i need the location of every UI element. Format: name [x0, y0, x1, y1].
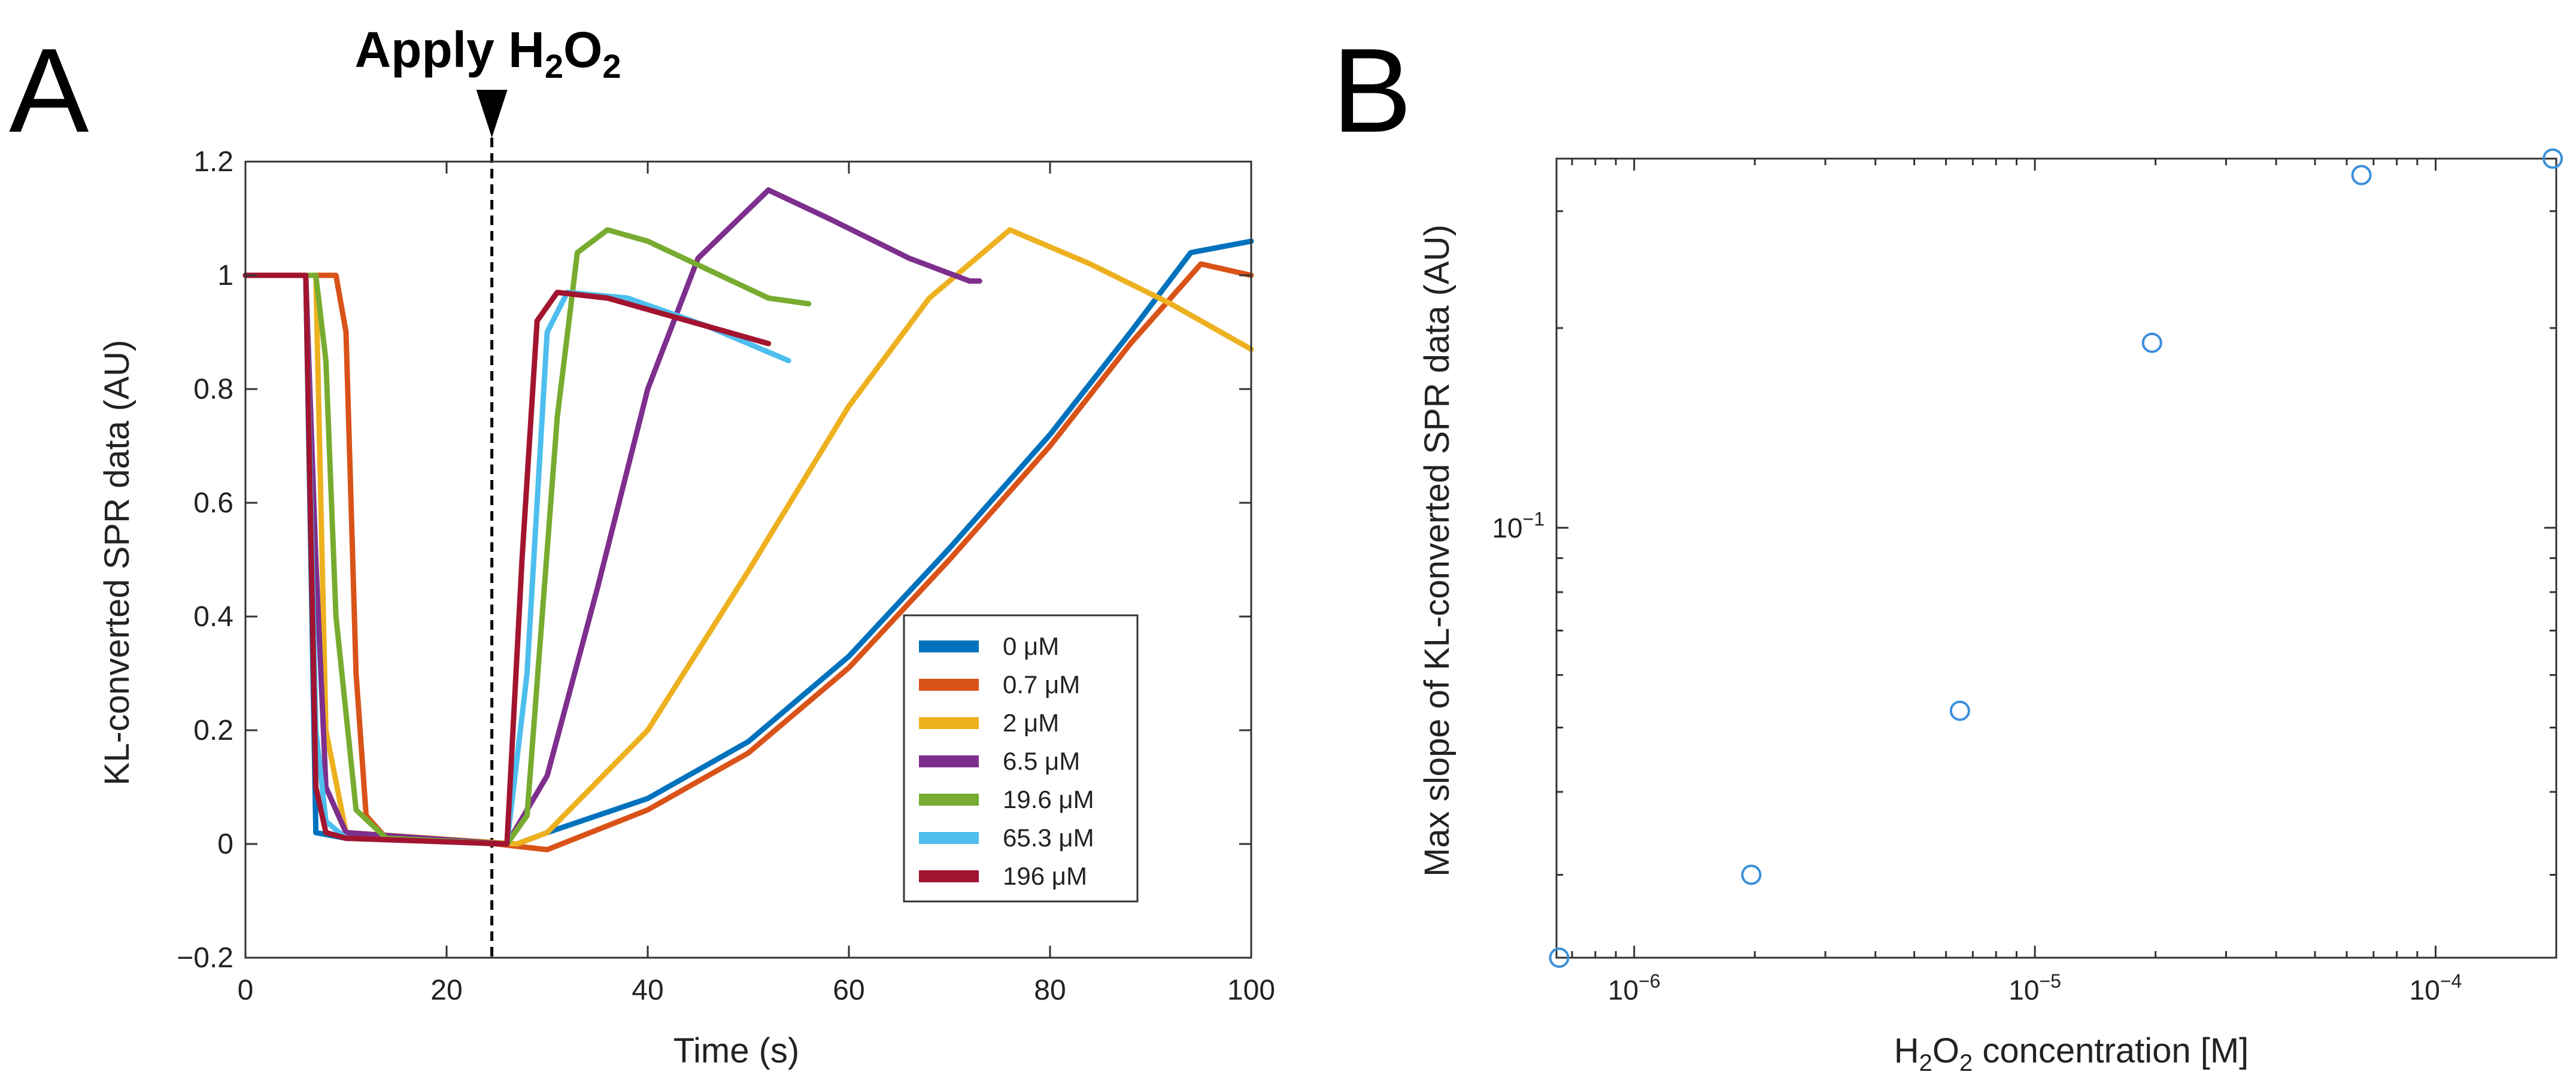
annotation-formula-base2: O	[563, 22, 602, 78]
y-tick-label: 0.6	[193, 487, 233, 519]
chart-a-y-axis-label: KL-converted SPR data (AU)	[98, 340, 136, 786]
legend-label: 2 μM	[1003, 709, 1059, 737]
y-tick-label-base: 10	[1492, 512, 1522, 543]
chart-b: 10−6 10−5 10−410−1 H2O2 concentration [M] …	[1418, 148, 2563, 1076]
annotation-arrow	[476, 90, 508, 138]
scatter-point	[2141, 332, 2162, 353]
chart-a-plot-frame	[244, 160, 1252, 959]
chart-a: 0 20 40 60 80 100 −0.200.20.40.60.811.2 Time …	[98, 146, 1275, 1070]
apply-annotation: Apply H2O2	[354, 22, 621, 958]
x-tick-label-exp: −5	[2039, 970, 2061, 992]
chart-a-x-axis-label: Time (s)	[673, 1031, 799, 1070]
series-line-6	[242, 272, 772, 847]
x-tick-label: 10−5	[2008, 970, 2061, 1006]
series-line-1	[242, 261, 1254, 852]
y-tick-label: 0.8	[193, 374, 233, 405]
scatter-point	[1741, 864, 1762, 885]
x-tick-label: 60	[833, 974, 864, 1006]
legend-label: 6.5 μM	[1003, 747, 1080, 775]
annotation-formula-sub2: 2	[602, 47, 621, 85]
x-tick-label: 80	[1034, 974, 1066, 1006]
y-tick-label: 1	[217, 260, 233, 292]
series-line-3	[242, 187, 982, 847]
chart-b-plot-frame	[1555, 157, 2557, 959]
x-tick-label-base: 10	[2008, 974, 2039, 1006]
chart-b-x-axis-label-mid: O	[1932, 1031, 1959, 1070]
series-line-4	[242, 227, 812, 847]
x-tick-label: 40	[632, 974, 663, 1006]
series-line-0	[242, 238, 1254, 847]
x-tick-label-exp: −4	[2440, 970, 2462, 992]
chart-b-ticks: 10−6 10−5 10−410−1	[1492, 159, 2557, 1006]
chart-b-y-axis-label: Max slope of KL-converted SPR data (AU)	[1418, 224, 1457, 877]
svg-text:Apply H2O2: Apply H2O2	[354, 22, 621, 85]
chart-b-points-layer	[1549, 148, 2563, 968]
panel-b-label: B	[1332, 24, 1412, 157]
x-tick-label: 0	[238, 974, 254, 1006]
chart-a-x-ticks: 0 20 40 60 80 100	[238, 162, 1275, 1006]
x-tick-label: 100	[1227, 974, 1275, 1006]
annotation-formula-base1: H	[508, 22, 545, 78]
x-tick-label-exp: −6	[1639, 970, 1660, 992]
y-tick-label: 0.2	[193, 715, 233, 746]
chart-a-legend: 0 μM 0.7 μM 2 μM 6.5 μM 19.6 μM 65.3 μM 196 μM	[903, 614, 1139, 903]
x-tick-label-base: 10	[2410, 974, 2440, 1006]
y-tick-label: 0	[217, 828, 233, 860]
y-tick-label-exp: −1	[1523, 508, 1545, 530]
chart-b-x-axis-label-base: H	[1894, 1031, 1919, 1070]
scatter-point	[1949, 700, 1970, 721]
y-tick-label: 1.2	[193, 146, 233, 178]
chart-b-x-axis-label-sub2: 2	[1959, 1050, 1973, 1076]
y-tick-label: 0.4	[193, 601, 233, 633]
x-tick-label: 20	[430, 974, 462, 1006]
x-tick-label: 10−4	[2410, 970, 2462, 1006]
series-line-2	[242, 227, 1254, 847]
y-tick-label: 10−1	[1492, 508, 1545, 543]
chart-a-y-ticks: −0.2 0 0.2 0.4 0.6 0.8 1 1.2	[177, 146, 1251, 974]
legend-label: 65.3 μM	[1003, 824, 1094, 852]
scatter-point	[1549, 948, 1570, 968]
x-tick-label-base: 10	[1608, 974, 1639, 1006]
x-tick-label: 10−6	[1608, 970, 1661, 1006]
panel-a-label: A	[9, 24, 89, 157]
y-tick-label: −0.2	[177, 942, 233, 974]
annotation-formula-sub1: 2	[545, 47, 563, 85]
chart-b-x-axis-label-sub1: 2	[1919, 1050, 1932, 1076]
legend-label: 0 μM	[1003, 632, 1059, 660]
scatter-point	[2542, 148, 2563, 169]
legend-label: 0.7 μM	[1003, 670, 1080, 699]
legend-label: 19.6 μM	[1003, 785, 1094, 813]
chart-b-x-axis-label: H2O2 concentration [M]	[1894, 1031, 2249, 1076]
annotation-text: Apply	[354, 22, 494, 78]
chart-a-series-layer	[242, 187, 1254, 852]
scatter-point	[2351, 165, 2372, 186]
chart-b-x-axis-label-rest: concentration [M]	[1973, 1031, 2249, 1070]
legend-label: 196 μM	[1003, 862, 1087, 890]
